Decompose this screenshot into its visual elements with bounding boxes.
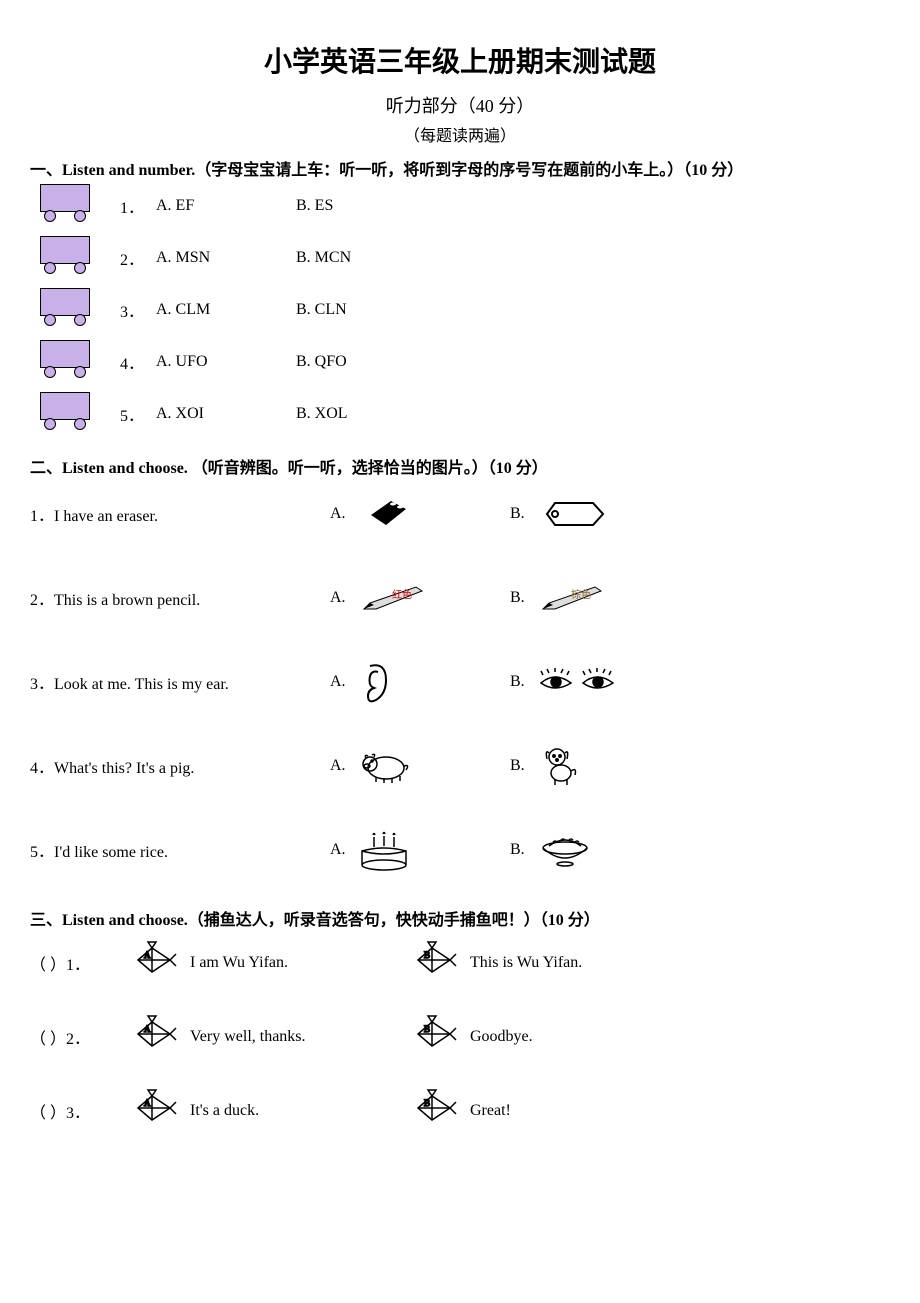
- fish-a-icon: A: [130, 1014, 178, 1061]
- q2-label-b: B.: [510, 505, 525, 523]
- q3-paren: （ ）3．: [30, 1099, 130, 1123]
- q1-option-a: A. XOI: [156, 405, 296, 423]
- section2-items: 1．I have an eraser. A. B. 2．This is a br…: [30, 486, 890, 878]
- section3-header: 三、Listen and choose.（捕鱼达人，听录音选答句，快快动手捕鱼吧…: [30, 906, 890, 930]
- q1-row: 3． A. CLM B. CLN: [30, 292, 890, 326]
- q1-num: 5．: [120, 402, 156, 426]
- fish-a-icon: A: [130, 940, 178, 987]
- q1-num: 3．: [120, 298, 156, 322]
- q1-num: 4．: [120, 350, 156, 374]
- svg-text:B: B: [424, 1024, 430, 1034]
- svg-text:A: A: [144, 950, 151, 960]
- cake-icon: [356, 827, 412, 873]
- q2-row: 2．This is a brown pencil. A. 红色 B. 棕色: [30, 570, 890, 626]
- brown-pencil-icon: 棕色: [535, 581, 605, 615]
- rice-bowl-icon: [535, 830, 595, 870]
- q1-row: 5． A. XOI B. XOL: [30, 396, 890, 430]
- q3-row: （ ）1． A I am Wu Yifan. B This is Wu Yifa…: [30, 938, 890, 988]
- q3-text-b: Goodbye.: [470, 1028, 533, 1046]
- svg-text:A: A: [144, 1098, 151, 1108]
- q2-label-a: A.: [330, 589, 346, 607]
- q3-paren: （ ）2．: [30, 1025, 130, 1049]
- eraser-icon: [356, 495, 416, 533]
- q1-num: 1．: [120, 194, 156, 218]
- page-subnote: （每题读两遍）: [30, 122, 890, 146]
- q2-label-b: B.: [510, 673, 525, 691]
- q3-text-b: This is Wu Yifan.: [470, 954, 582, 972]
- q1-option-b: B. QFO: [296, 353, 436, 371]
- fish-b-icon: B: [410, 1014, 458, 1061]
- q1-option-a: A. EF: [156, 197, 296, 215]
- q1-option-b: B. CLN: [296, 301, 436, 319]
- svg-text:棕色: 棕色: [571, 588, 591, 601]
- q2-label-a: A.: [330, 757, 346, 775]
- svg-text:A: A: [144, 1024, 151, 1034]
- q3-text-a: It's a duck.: [190, 1102, 259, 1120]
- q2-label-a: A.: [330, 505, 346, 523]
- q2-label-b: B.: [510, 757, 525, 775]
- q3-text-a: I am Wu Yifan.: [190, 954, 288, 972]
- truck-icon: [30, 184, 92, 222]
- q1-option-a: A. UFO: [156, 353, 296, 371]
- svg-text:B: B: [424, 950, 430, 960]
- q2-label-a: A.: [330, 673, 346, 691]
- page-title: 小学英语三年级上册期末测试题: [30, 40, 890, 80]
- q1-row: 1． A. EF B. ES: [30, 188, 890, 222]
- red-pencil-icon: 红色: [356, 581, 426, 615]
- q3-text-b: Great!: [470, 1102, 511, 1120]
- q3-row: （ ）2． A Very well, thanks. B Goodbye.: [30, 1012, 890, 1062]
- q2-text: 4．What's this? It's a pig.: [30, 754, 330, 778]
- q1-option-b: B. ES: [296, 197, 436, 215]
- q3-row: （ ）3． A It's a duck. B Great!: [30, 1086, 890, 1136]
- q1-row: 4． A. UFO B. QFO: [30, 344, 890, 378]
- q3-paren: （ ）1．: [30, 951, 130, 975]
- page-subtitle: 听力部分（40 分）: [30, 92, 890, 118]
- ear-icon: [356, 658, 396, 706]
- pencil-hex-icon: [535, 495, 613, 533]
- q1-num: 2．: [120, 246, 156, 270]
- q2-label-b: B.: [510, 589, 525, 607]
- q2-row: 1．I have an eraser. A. B.: [30, 486, 890, 542]
- q1-option-b: B. XOL: [296, 405, 436, 423]
- q2-text: 2．This is a brown pencil.: [30, 586, 330, 610]
- q1-row: 2． A. MSN B. MCN: [30, 240, 890, 274]
- section1-header: 一、Listen and number.（字母宝宝请上车：听一听，将听到字母的序…: [30, 156, 890, 180]
- q2-row: 3．Look at me. This is my ear. A. B.: [30, 654, 890, 710]
- q1-option-a: A. CLM: [156, 301, 296, 319]
- section3-items: （ ）1． A I am Wu Yifan. B This is Wu Yifa…: [30, 938, 890, 1136]
- svg-text:红色: 红色: [392, 588, 412, 601]
- q2-text: 1．I have an eraser.: [30, 502, 330, 526]
- q2-text: 5．I'd like some rice.: [30, 838, 330, 862]
- section1-items: 1． A. EF B. ES 2． A. MSN B. MCN 3． A. CL…: [30, 188, 890, 430]
- pig-icon: [356, 744, 418, 788]
- truck-icon: [30, 340, 92, 378]
- q2-text: 3．Look at me. This is my ear.: [30, 670, 330, 694]
- q3-text-a: Very well, thanks.: [190, 1028, 306, 1046]
- truck-icon: [30, 236, 92, 274]
- truck-icon: [30, 288, 92, 326]
- svg-text:B: B: [424, 1098, 430, 1108]
- q2-row: 4．What's this? It's a pig. A. B.: [30, 738, 890, 794]
- section2-header: 二、Listen and choose. （听音辨图。听一听，选择恰当的图片。）…: [30, 454, 890, 478]
- fish-a-icon: A: [130, 1088, 178, 1135]
- fish-b-icon: B: [410, 1088, 458, 1135]
- q2-label-a: A.: [330, 841, 346, 859]
- q1-option-b: B. MCN: [296, 249, 436, 267]
- fish-b-icon: B: [410, 940, 458, 987]
- q1-option-a: A. MSN: [156, 249, 296, 267]
- q2-row: 5．I'd like some rice. A. B.: [30, 822, 890, 878]
- eyes-icon: [535, 665, 621, 699]
- q2-label-b: B.: [510, 841, 525, 859]
- truck-icon: [30, 392, 92, 430]
- dog-icon: [535, 743, 587, 789]
